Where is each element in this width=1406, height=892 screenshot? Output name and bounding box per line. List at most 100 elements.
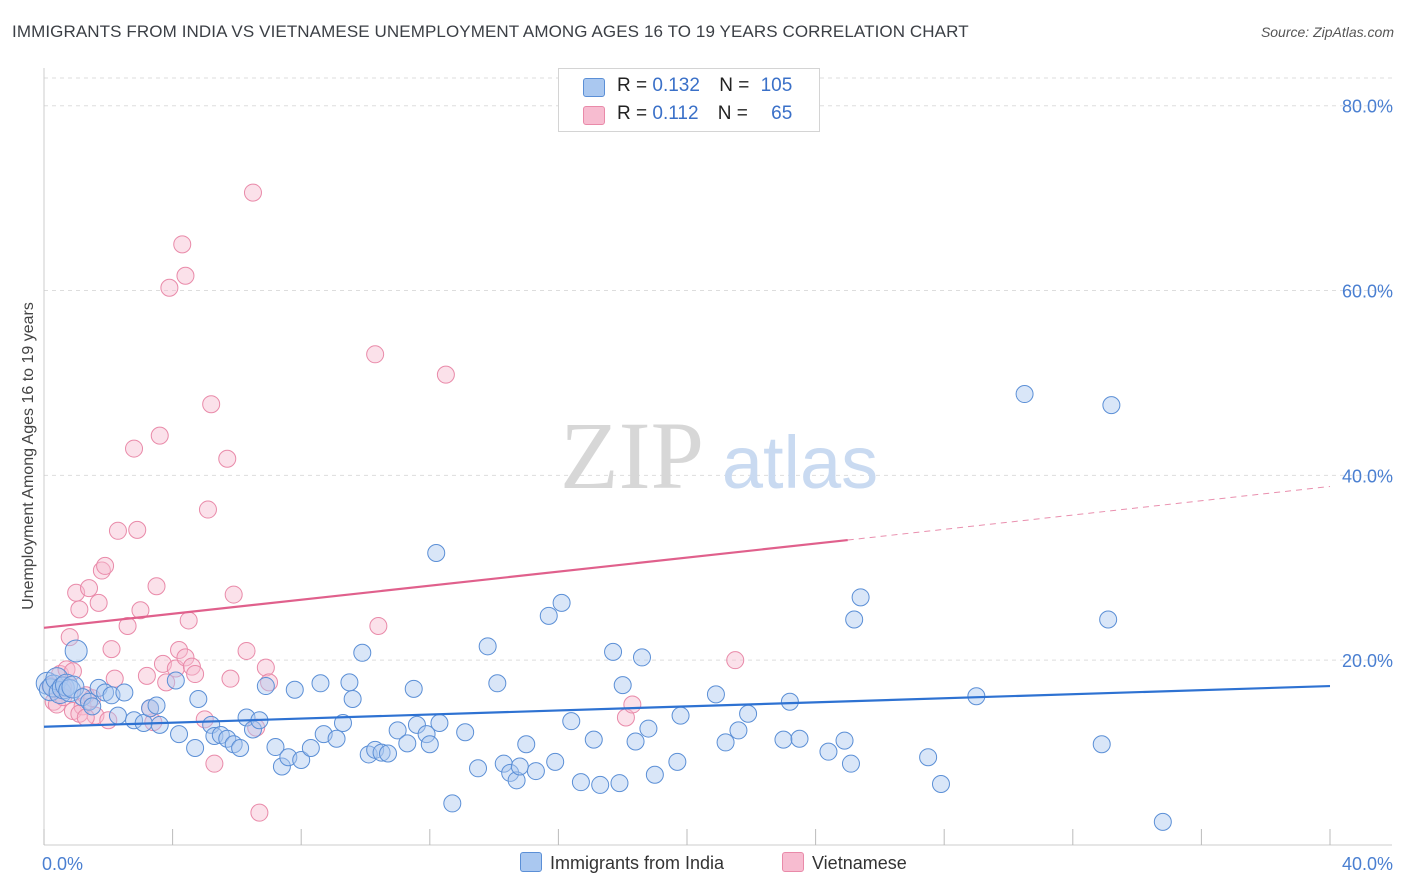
india-point bbox=[372, 743, 391, 762]
legend-viet-r-value: 0.112 bbox=[652, 103, 699, 124]
india-points bbox=[35, 385, 1172, 831]
india-point bbox=[430, 714, 449, 733]
chart-title: IMMIGRANTS FROM INDIA VS VIETNAMESE UNEM… bbox=[12, 22, 969, 41]
india-point bbox=[632, 648, 651, 667]
india-point bbox=[73, 688, 92, 707]
vietnamese-point bbox=[250, 803, 269, 822]
india-point bbox=[170, 725, 189, 744]
india-point bbox=[61, 675, 85, 699]
india-point bbox=[417, 725, 436, 744]
vietnamese-point bbox=[60, 628, 79, 647]
india-point bbox=[716, 733, 735, 752]
india-point bbox=[562, 712, 581, 731]
india-point bbox=[1015, 385, 1034, 404]
india-point bbox=[327, 729, 346, 748]
india-swatch bbox=[583, 78, 605, 97]
india-point bbox=[83, 697, 102, 716]
bottom-india-label: Immigrants from India bbox=[550, 853, 725, 873]
india-point bbox=[584, 730, 603, 749]
legend-india-r-label: R = bbox=[617, 75, 653, 96]
india-point bbox=[379, 744, 398, 763]
legend-india-n-label: N = bbox=[719, 75, 755, 96]
india-point bbox=[398, 734, 417, 753]
india-point bbox=[819, 742, 838, 761]
bottom-vietnamese-label: Vietnamese bbox=[812, 853, 907, 873]
vietnamese-point bbox=[150, 426, 169, 445]
india-point bbox=[546, 752, 565, 771]
y-tick-label-80: 80.0% bbox=[1342, 97, 1393, 117]
india-point bbox=[266, 738, 285, 757]
india-point bbox=[510, 757, 529, 776]
india-point bbox=[645, 765, 664, 784]
india-point bbox=[774, 730, 793, 749]
india-point bbox=[108, 706, 127, 725]
source-credit: Source: ZipAtlas.com bbox=[1260, 24, 1394, 40]
y-tick-label-40: 40.0% bbox=[1342, 466, 1393, 486]
vietnamese-point bbox=[137, 666, 156, 685]
vietnamese-point bbox=[224, 585, 243, 604]
bottom-legend-india[interactable]: Immigrants from India bbox=[520, 852, 724, 874]
vietnamese-point bbox=[726, 651, 745, 670]
india-trend-line bbox=[43, 684, 1331, 728]
vietnamese-point bbox=[160, 278, 179, 297]
watermark-atlas: atlas bbox=[722, 421, 878, 504]
axes bbox=[43, 68, 1392, 846]
india-point bbox=[841, 754, 860, 773]
vietnamese-trend-extension bbox=[847, 485, 1331, 541]
vietnamese-point bbox=[125, 439, 144, 458]
vietnamese-point bbox=[436, 365, 455, 384]
india-point bbox=[835, 731, 854, 750]
india-point bbox=[501, 763, 520, 782]
india-point bbox=[333, 714, 352, 733]
watermark: ZIP atlas bbox=[560, 402, 878, 509]
vietnamese-point bbox=[70, 600, 89, 619]
india-point bbox=[517, 735, 536, 754]
india-point bbox=[671, 706, 690, 725]
vietnamese-point bbox=[186, 665, 205, 684]
vietnamese-point bbox=[623, 695, 642, 714]
india-point bbox=[343, 689, 362, 708]
india-point bbox=[186, 738, 205, 757]
india-point bbox=[604, 642, 623, 661]
vietnamese-point bbox=[369, 616, 388, 635]
india-point bbox=[388, 721, 407, 740]
india-point bbox=[301, 738, 320, 757]
india-point bbox=[729, 721, 748, 740]
trend-lines bbox=[43, 485, 1331, 728]
india-point bbox=[639, 719, 658, 738]
vietnamese-point bbox=[237, 641, 256, 660]
y-tick-label-20: 20.0% bbox=[1342, 651, 1393, 671]
india-point bbox=[147, 696, 166, 715]
vietnamese-point bbox=[176, 648, 195, 667]
india-point bbox=[1153, 812, 1172, 831]
legend-viet-r-label: R = bbox=[617, 103, 653, 124]
vietnamese-point bbox=[243, 183, 262, 202]
legend-viet-n-label: N = bbox=[717, 103, 754, 124]
india-point bbox=[488, 674, 507, 693]
x-tick-label-min: 0.0% bbox=[42, 854, 83, 874]
india-point bbox=[790, 729, 809, 748]
legend-india-r-value: 0.132 bbox=[652, 75, 700, 96]
vietnamese-swatch bbox=[583, 106, 605, 125]
legend-row-india: R = 0.132 N = 105 bbox=[583, 75, 792, 97]
india-point bbox=[851, 588, 870, 607]
vietnamese-point bbox=[80, 579, 99, 598]
india-point bbox=[166, 671, 185, 690]
india-point bbox=[845, 610, 864, 629]
vietnamese-point bbox=[218, 449, 237, 468]
bottom-india-swatch bbox=[520, 852, 542, 872]
vietnamese-point bbox=[108, 521, 127, 540]
india-point bbox=[919, 748, 938, 767]
india-point bbox=[427, 543, 446, 562]
india-point bbox=[591, 775, 610, 794]
bottom-legend-vietnamese[interactable]: Vietnamese bbox=[782, 852, 907, 874]
india-point bbox=[1099, 610, 1118, 629]
india-point bbox=[48, 681, 72, 705]
correlation-legend: R = 0.132 N = 105 R = 0.112 N = 65 bbox=[558, 68, 820, 132]
vietnamese-point bbox=[179, 611, 198, 630]
india-point bbox=[539, 606, 558, 625]
india-point bbox=[340, 673, 359, 692]
vietnamese-point bbox=[102, 640, 121, 659]
india-point bbox=[285, 680, 304, 699]
